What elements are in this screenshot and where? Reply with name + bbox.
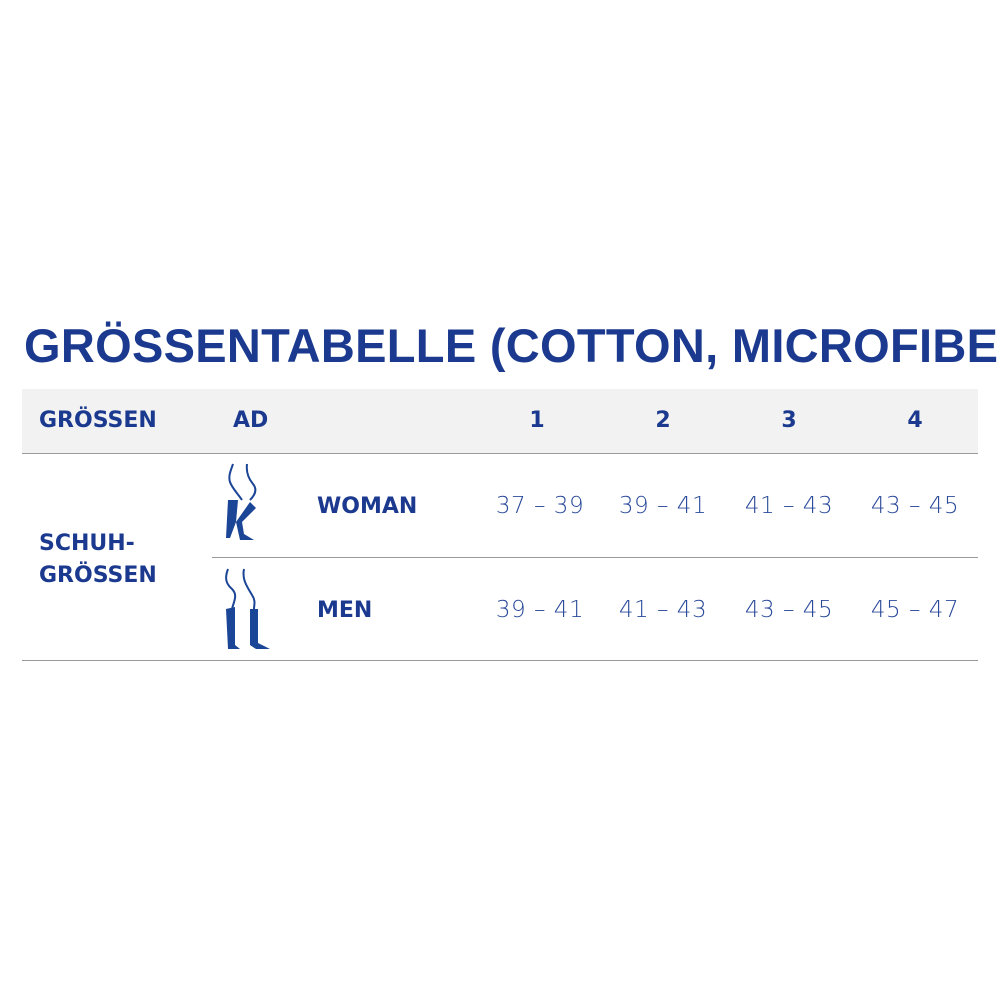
row-group-label: SCHUH- GRÖSSEN bbox=[39, 528, 157, 592]
header-groessen: GRÖSSEN bbox=[39, 408, 157, 433]
table-header: GRÖSSEN AD 1 2 3 4 bbox=[22, 389, 978, 454]
row-label-men: MEN bbox=[317, 598, 373, 623]
label-line-2: GRÖSSEN bbox=[39, 563, 157, 588]
men-legs-stockings-icon bbox=[225, 568, 270, 649]
row-divider bbox=[212, 557, 978, 558]
table-bottom-border bbox=[22, 660, 978, 661]
cell-men-4: 45 – 47 bbox=[870, 597, 960, 623]
label-line-1: SCHUH- bbox=[39, 531, 135, 556]
cell-men-1: 39 – 41 bbox=[495, 597, 585, 623]
header-size-3: 3 bbox=[781, 408, 797, 433]
header-size-1: 1 bbox=[529, 408, 545, 433]
cell-woman-1: 37 – 39 bbox=[495, 493, 585, 519]
header-size-4: 4 bbox=[907, 408, 923, 433]
header-size-2: 2 bbox=[655, 408, 671, 433]
cell-men-3: 43 – 45 bbox=[744, 597, 834, 623]
cell-woman-4: 43 – 45 bbox=[870, 493, 960, 519]
cell-woman-2: 39 – 41 bbox=[618, 493, 708, 519]
woman-legs-stockings-icon bbox=[226, 463, 257, 540]
cell-woman-3: 41 – 43 bbox=[744, 493, 834, 519]
row-label-woman: WOMAN bbox=[317, 494, 418, 519]
cell-men-2: 41 – 43 bbox=[618, 597, 708, 623]
header-ad: AD bbox=[233, 408, 269, 433]
page-title: GRÖSSENTABELLE (COTTON, MICROFIBER) bbox=[24, 319, 1000, 372]
